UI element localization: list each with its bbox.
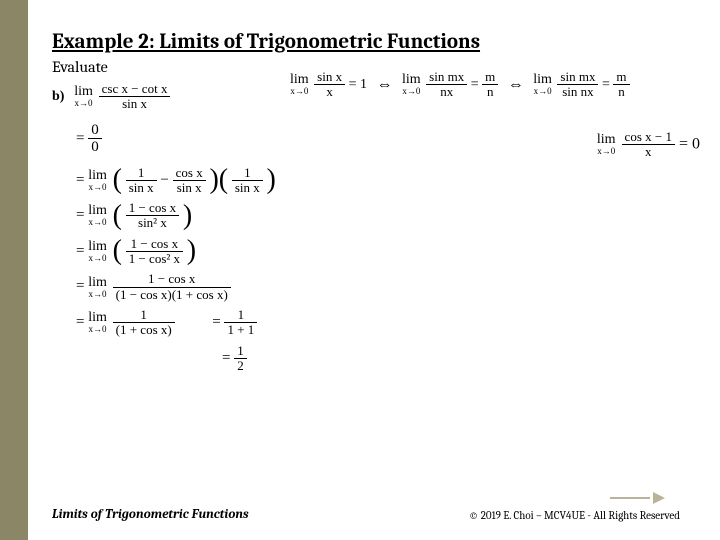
page-title: Example 2: Limits of Trigonometric Funct…: [52, 30, 710, 54]
left-sidebar: [0, 0, 28, 540]
problem-label: b): [52, 89, 64, 104]
footer-right: © 2019 E. Choi – MCV4UE - All Rights Res…: [469, 509, 680, 522]
step-3: = limx→0 ( 1 − cos xsin² x ): [76, 201, 710, 231]
side-identity: limx→0 cos x − 1x = 0: [597, 130, 700, 160]
footer-left: Limits of Trigonometric Functions: [52, 507, 249, 522]
step-2: = limx→0 ( 1sin x − cos xsin x )( 1sin x…: [76, 166, 710, 196]
final-answer: = 12: [222, 344, 710, 374]
next-arrow-icon: [610, 494, 665, 502]
step-4: = limx→0 ( 1 − cos x1 − cos² x ): [76, 237, 710, 267]
top-identities: limx→0 sin xx = 1 ⇔ limx→0 sin mxnx = mn…: [290, 70, 630, 100]
step-6: = limx→0 1(1 + cos x) = 11 + 1: [76, 308, 710, 338]
step-5: = limx→0 1 − cos x(1 − cos x)(1 + cos x): [76, 272, 710, 302]
